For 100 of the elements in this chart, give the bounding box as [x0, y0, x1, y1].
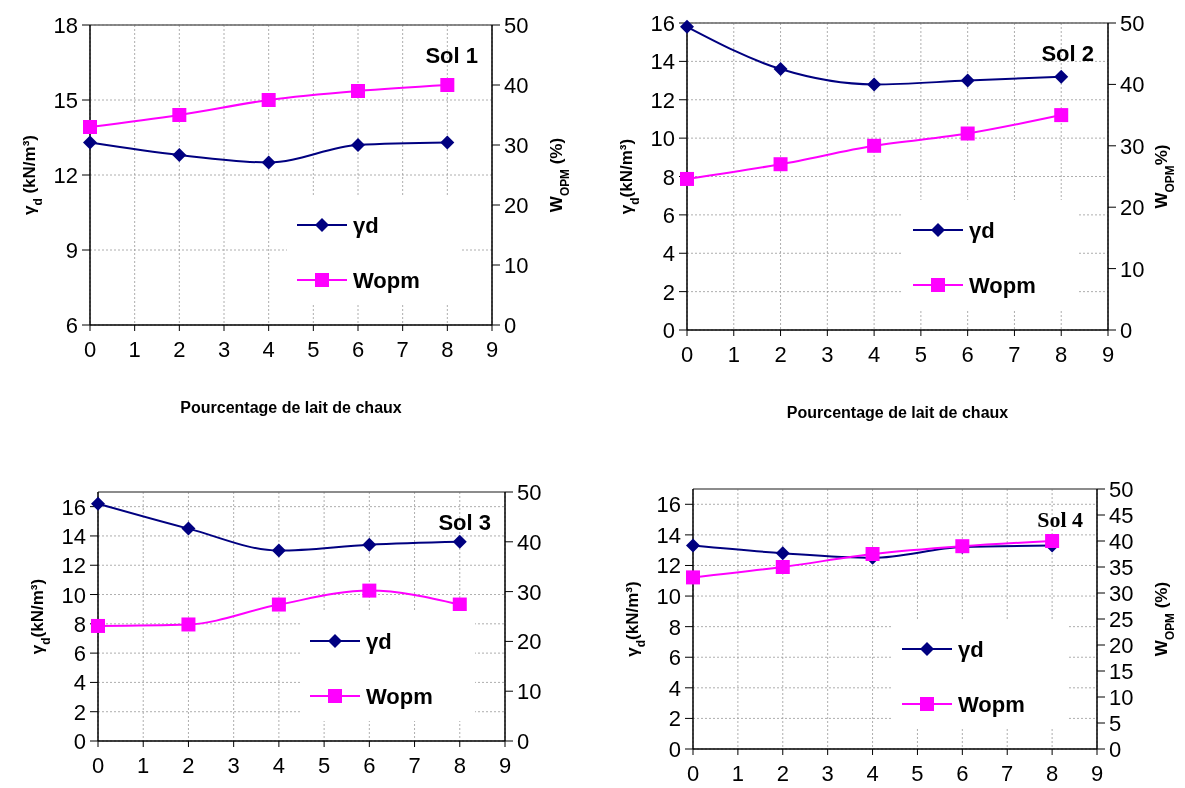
x-tick-label: 6 [956, 761, 969, 786]
y2-tick-label: 0 [517, 729, 530, 754]
x-tick-label: 2 [774, 342, 787, 367]
point [261, 93, 276, 107]
y2-tick-label: 20 [1120, 195, 1145, 221]
point [362, 583, 377, 598]
y2-tick-label: 35 [1109, 555, 1134, 580]
point [91, 618, 105, 633]
point [351, 84, 365, 98]
legend-label: γd [366, 629, 392, 654]
y-tick-label: 6 [668, 645, 681, 671]
y-tick-label: 4 [662, 241, 675, 267]
y2-tick-label: 10 [504, 253, 529, 278]
point [181, 617, 196, 632]
point [172, 108, 187, 122]
point [1054, 69, 1069, 84]
x-tick-label: 8 [441, 337, 454, 362]
y-tick-label: 2 [73, 699, 86, 725]
x-tick-label: 8 [453, 753, 466, 778]
y2-tick-label: 45 [1109, 503, 1134, 528]
y2-tick-label: 20 [517, 629, 542, 655]
y2-tick-label: 30 [504, 133, 529, 158]
x-tick-label: 7 [1001, 761, 1014, 786]
legend-label: γd [353, 213, 379, 238]
text: Sol 2 [1041, 41, 1094, 66]
y2-tick-label: 50 [504, 13, 529, 38]
x-tick-label: 7 [408, 753, 421, 778]
x-axis-title: Pourcentage de lait de chaux [786, 404, 1009, 421]
y-tick-label: 12 [61, 553, 86, 579]
x-tick-label: 9 [1101, 342, 1115, 367]
y2-tick-label: 10 [517, 679, 542, 705]
y-tick-label: 10 [650, 126, 675, 152]
point [351, 138, 365, 152]
x-tick-label: 0 [91, 753, 105, 778]
point [181, 521, 196, 536]
y-tick-label: 10 [656, 584, 681, 610]
y2-tick-label: 25 [1109, 607, 1134, 632]
text: Sol 3 [438, 510, 491, 535]
x-tick-label: 4 [866, 761, 879, 786]
point [773, 157, 788, 172]
legend-label: Wopm [958, 692, 1025, 717]
y-tick-label: 6 [73, 641, 86, 667]
x-tick-label: 2 [182, 753, 195, 778]
x-tick-label: 9 [1090, 761, 1104, 786]
y2-tick-label: 40 [1120, 72, 1145, 98]
point [1045, 534, 1060, 548]
y2-tick-label: 0 [1109, 737, 1122, 762]
x-axis-title: Pourcentage de lait de chaux [180, 399, 402, 416]
y-tick-label: 12 [53, 163, 78, 188]
point [775, 560, 790, 574]
y-tick-label: 12 [650, 87, 675, 113]
y2-tick-label: 20 [504, 193, 529, 218]
legend-label: γd [958, 637, 984, 662]
y-tick-label: 15 [53, 88, 78, 113]
y2-tick-label: 40 [517, 529, 542, 555]
point [686, 570, 700, 585]
point [91, 496, 105, 511]
point [680, 171, 694, 186]
y-tick-label: 12 [656, 553, 681, 579]
x-tick-label: 3 [821, 342, 834, 367]
y2-tick-label: 30 [1109, 581, 1134, 606]
y-tick-label: 18 [53, 13, 78, 38]
y2-tick-label: 5 [1109, 711, 1122, 736]
x-tick-label: 1 [731, 761, 745, 786]
x-tick-label: 1 [128, 337, 141, 362]
point [775, 546, 790, 561]
y2-tick-label: 15 [1109, 659, 1134, 684]
y2-tick-label: 50 [517, 480, 542, 505]
y-tick-label: 8 [662, 164, 675, 190]
y-tick-label: 6 [662, 202, 675, 228]
point [686, 538, 700, 553]
x-tick-label: 0 [686, 761, 700, 786]
x-tick-label: 8 [1055, 342, 1068, 367]
x-tick-label: 6 [961, 342, 974, 367]
legend-label: γd [969, 218, 995, 243]
y2-tick-label: 50 [1109, 477, 1134, 502]
x-tick-label: 2 [173, 337, 186, 362]
y-tick-label: 4 [668, 675, 681, 701]
point [773, 62, 788, 77]
legend-label: Wopm [366, 684, 433, 709]
x-tick-label: 4 [867, 342, 881, 367]
x-tick-label: 3 [217, 337, 231, 362]
x-tick-label: 5 [911, 761, 924, 786]
x-tick-label: 7 [1008, 342, 1021, 367]
y2-tick-label: 0 [1120, 318, 1133, 343]
y2-tick-label: 30 [1120, 133, 1145, 159]
x-tick-label: 3 [227, 753, 240, 778]
y-tick-label: 14 [61, 523, 86, 549]
y-tick-label: 16 [61, 494, 86, 520]
y-tick-label: 6 [65, 313, 78, 338]
point [172, 148, 187, 162]
y-tick-label: 0 [662, 318, 675, 343]
x-tick-label: 6 [351, 337, 365, 362]
point [440, 78, 455, 92]
x-tick-label: 5 [307, 337, 320, 362]
y-tick-label: 8 [668, 614, 681, 640]
x-tick-label: 5 [914, 342, 928, 367]
y-tick-label: 10 [61, 582, 86, 608]
y-tick-label: 14 [656, 522, 681, 548]
point [867, 138, 882, 153]
